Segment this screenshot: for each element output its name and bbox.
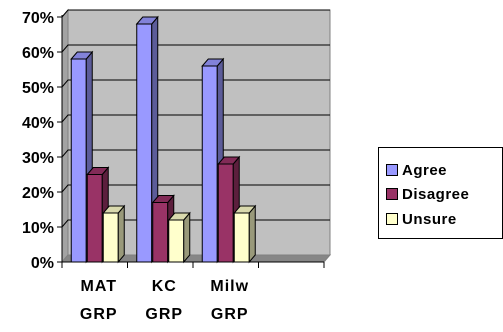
bar-top xyxy=(86,167,110,175)
bar-front xyxy=(201,65,218,263)
legend-swatch-disagree xyxy=(386,188,398,200)
x-tick-label: MAT xyxy=(81,278,117,295)
bar-top xyxy=(167,212,191,221)
gridline xyxy=(61,184,330,193)
bar-front xyxy=(86,174,103,263)
bar-front xyxy=(70,58,87,263)
bar-front xyxy=(102,212,119,263)
bar-side xyxy=(248,204,256,264)
bar-top xyxy=(102,205,126,214)
gridline xyxy=(61,9,330,18)
legend-swatch-unsure xyxy=(386,213,398,225)
y-tick-label: 70% xyxy=(22,10,54,27)
bar-front xyxy=(233,212,250,263)
legend-label-unsure: Unsure xyxy=(402,210,457,228)
bar-unsure xyxy=(233,204,257,264)
bar-front xyxy=(168,219,185,263)
bar-front xyxy=(217,163,234,263)
bar-top xyxy=(151,195,175,203)
gridline xyxy=(61,79,330,88)
legend: Agree Disagree Unsure xyxy=(378,147,503,239)
legend-item-disagree: Disagree xyxy=(386,183,469,205)
gridline xyxy=(61,149,330,158)
bar-front xyxy=(152,202,169,263)
y-tick-label: 0% xyxy=(31,255,54,272)
x-tick-label: GRP xyxy=(80,306,118,323)
y-tick-label: 50% xyxy=(22,80,54,97)
y-tick-label: 60% xyxy=(22,45,54,62)
bar-front xyxy=(136,23,153,263)
x-tick-label: Milw xyxy=(210,278,249,295)
bar-top xyxy=(135,16,159,25)
bar-top xyxy=(70,51,94,60)
bar-unsure xyxy=(167,211,191,264)
bar-unsure xyxy=(102,204,126,264)
legend-label-disagree: Disagree xyxy=(402,185,470,203)
bar-top xyxy=(201,58,225,67)
x-tick-label: KC xyxy=(152,278,177,295)
x-tick-label: GRP xyxy=(211,306,249,323)
legend-item-agree: Agree xyxy=(386,159,447,181)
y-tick-label: 40% xyxy=(22,115,54,132)
gridline xyxy=(61,114,330,123)
bar-side xyxy=(183,211,191,264)
x-tick-label: GRP xyxy=(145,306,183,323)
y-tick-label: 30% xyxy=(22,150,54,167)
bar-side xyxy=(117,204,125,264)
legend-swatch-agree xyxy=(386,164,398,176)
legend-label-agree: Agree xyxy=(402,161,448,179)
bar-agree xyxy=(135,15,159,264)
bar-top xyxy=(217,156,241,165)
bar-top xyxy=(233,205,257,214)
legend-item-unsure: Unsure xyxy=(386,208,457,230)
y-tick-label: 10% xyxy=(22,220,54,237)
gridline xyxy=(61,44,330,53)
y-tick-label: 20% xyxy=(22,185,54,202)
